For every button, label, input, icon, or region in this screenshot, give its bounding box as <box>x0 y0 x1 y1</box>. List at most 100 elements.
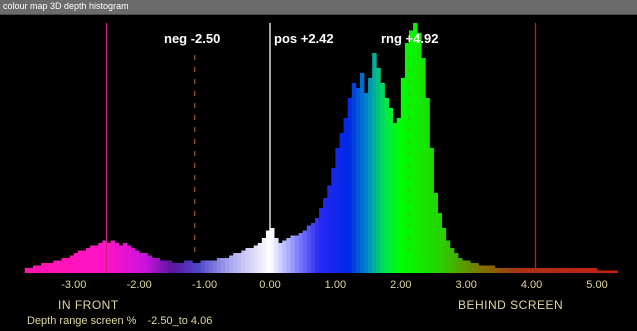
histogram-bar <box>527 268 532 273</box>
histogram-bar <box>135 250 140 273</box>
histogram-bar <box>241 250 246 273</box>
histogram-bar <box>343 118 349 273</box>
histogram-bar <box>196 263 201 273</box>
histogram-bar <box>351 83 357 273</box>
histogram-bar <box>310 223 316 273</box>
histogram-bar <box>507 268 512 273</box>
histogram-bar <box>404 43 410 273</box>
histogram-bar <box>314 218 320 273</box>
histogram-bars <box>24 23 618 273</box>
in-front-label: IN FRONT <box>58 298 119 312</box>
histogram-bar <box>212 260 218 273</box>
histogram-bar <box>245 248 250 273</box>
x-tick-label: 4.00 <box>520 279 543 291</box>
window-title: colour map 3D depth histogram <box>3 1 129 11</box>
histogram-bar <box>576 268 582 273</box>
histogram-bar <box>433 193 438 273</box>
histogram-bar <box>609 270 614 273</box>
histogram-bar <box>470 263 475 273</box>
histogram-bar <box>274 238 279 273</box>
histogram-bar <box>204 260 210 273</box>
x-tick-label: 5.00 <box>586 279 608 291</box>
histogram-bar <box>225 258 230 273</box>
histogram-bar <box>376 68 381 273</box>
histogram-bar <box>290 235 295 273</box>
histogram-bar <box>90 245 95 273</box>
histogram-bar <box>425 98 430 273</box>
histogram-bar <box>73 253 79 273</box>
histogram-bar <box>384 98 389 273</box>
histogram-bar <box>86 248 91 273</box>
histogram-bar <box>482 265 488 273</box>
histogram-bar <box>216 258 222 273</box>
histogram-bar <box>380 83 385 273</box>
histogram-bar <box>478 265 483 273</box>
histogram-bar <box>257 243 263 273</box>
histogram-bar <box>302 230 308 273</box>
histogram-bar <box>437 213 443 273</box>
histogram-bar <box>347 98 353 273</box>
histogram-bar <box>572 268 577 273</box>
histogram-bar <box>531 268 537 273</box>
histogram-bar <box>175 263 181 273</box>
histogram-bar <box>294 235 300 273</box>
histogram-bar <box>45 263 50 273</box>
histogram-bar <box>49 263 54 273</box>
histogram-bar <box>359 73 365 273</box>
histogram-bar <box>445 240 451 273</box>
histogram-bar <box>151 258 156 273</box>
histogram-bar <box>396 118 402 273</box>
histogram-bar <box>298 233 304 273</box>
histogram-bar <box>474 263 479 273</box>
histogram-bar <box>588 268 594 273</box>
histogram-bar <box>65 258 71 273</box>
histogram-bar <box>339 133 344 273</box>
histogram-bar <box>584 268 590 273</box>
histogram-bar <box>413 23 418 273</box>
histogram-bar <box>24 268 30 273</box>
depth-range-label: Depth range screen % <box>27 315 137 327</box>
title-bar[interactable]: colour map 3D depth histogram <box>0 0 637 15</box>
histogram-bar <box>237 253 242 273</box>
histogram-bar <box>490 265 496 273</box>
histogram-bar <box>539 268 545 273</box>
histogram-bar <box>392 123 398 273</box>
histogram-bar <box>429 148 434 273</box>
histogram-bar <box>458 258 463 273</box>
histogram-bar <box>331 168 336 273</box>
histogram-bar <box>131 248 136 273</box>
neg-stat: neg -2.50 <box>164 31 221 46</box>
histogram-bar <box>37 265 42 273</box>
histogram-bar <box>180 263 185 273</box>
x-tick-label: 3.00 <box>455 279 477 291</box>
histogram-bar <box>110 240 116 273</box>
histogram-bar <box>597 270 602 273</box>
histogram-bar <box>605 270 610 273</box>
histogram-bar <box>560 268 565 273</box>
histogram-bar <box>306 225 312 273</box>
histogram-bar <box>453 253 459 273</box>
x-tick-label: 2.00 <box>390 279 412 291</box>
histogram-bar <box>167 260 173 273</box>
histogram-bar <box>400 78 406 273</box>
histogram-bar <box>208 260 214 273</box>
histogram-bar <box>143 253 148 273</box>
histogram-bar <box>601 270 606 273</box>
histogram-bar <box>372 53 377 273</box>
histogram-bar <box>188 260 193 273</box>
histogram-bar <box>261 238 267 273</box>
histogram-bar <box>547 268 553 273</box>
histogram-bar <box>498 268 504 273</box>
histogram-bar <box>556 268 561 273</box>
histogram-bar <box>270 228 275 273</box>
histogram-bar <box>69 255 75 273</box>
histogram-bar <box>171 263 177 273</box>
histogram-bar <box>327 185 332 273</box>
histogram-bar <box>543 268 549 273</box>
histogram-bar <box>155 258 161 273</box>
histogram-bar <box>368 78 373 273</box>
x-tick-label: -1.00 <box>192 279 218 291</box>
histogram-bar <box>580 268 586 273</box>
histogram-bar <box>449 248 455 273</box>
